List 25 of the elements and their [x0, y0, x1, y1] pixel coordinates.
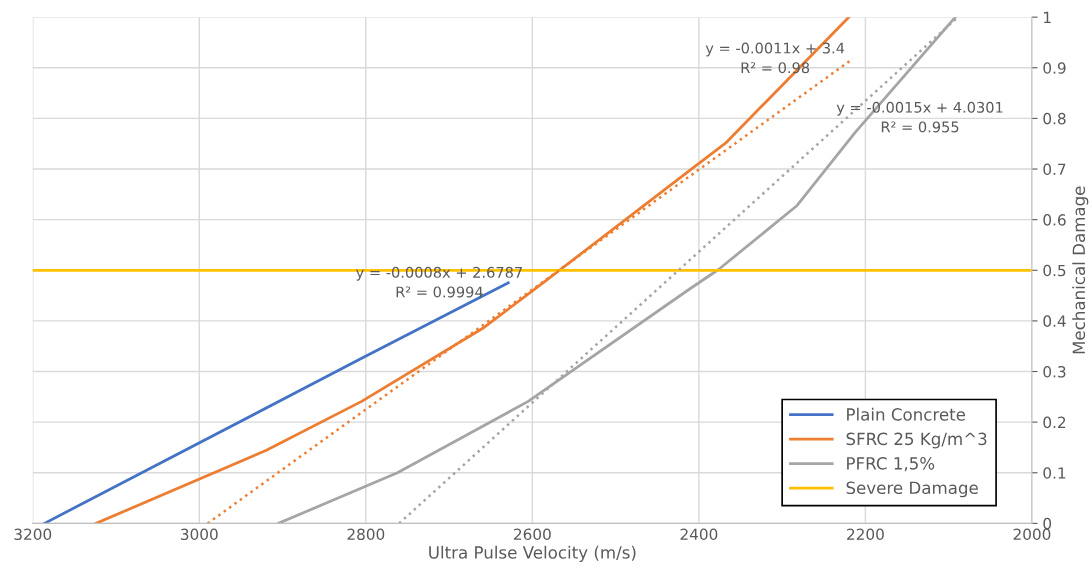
x-tick-label: 2800: [347, 528, 385, 541]
x-tick-label: 2400: [680, 528, 718, 541]
x-tick-label: 3000: [181, 528, 218, 541]
x-tick-label: 2600: [514, 528, 551, 541]
y-tick-label: 0.2: [1043, 416, 1066, 429]
y-tick-label: 0.3: [1043, 365, 1066, 378]
legend-label: PFRC 1,5%: [847, 457, 935, 472]
x-tick-label: 2200: [847, 528, 884, 541]
x-axis-title: Ultra Pulse Velocity (m/s): [429, 545, 636, 562]
y-tick-label: 0.8: [1043, 112, 1066, 125]
y-tick-label: 0.6: [1043, 214, 1066, 226]
x-tick-label: 3200: [14, 528, 52, 541]
y-tick-label: 1: [1044, 11, 1051, 23]
y-tick-label: 0.5: [1043, 264, 1066, 277]
y-axis-title: Mechanical Damage: [1072, 186, 1089, 354]
y-tick-label: 0: [1043, 517, 1052, 530]
legend-label: Plain Concrete: [847, 407, 966, 421]
y-tick-label: 0.1: [1043, 467, 1066, 479]
legend-label: Severe Damage: [846, 481, 978, 498]
y-tick-label: 0.4: [1043, 315, 1066, 327]
y-tick-label: 0.9: [1043, 62, 1066, 74]
y-tick-label: 0.7: [1043, 163, 1066, 176]
legend-label: SFRC 25 Kg/m^3: [846, 432, 987, 449]
annotation: y = -0.0015x + 4.0301 R² = 0.955: [836, 101, 1003, 133]
x-tick-label: 2000: [1013, 528, 1051, 541]
